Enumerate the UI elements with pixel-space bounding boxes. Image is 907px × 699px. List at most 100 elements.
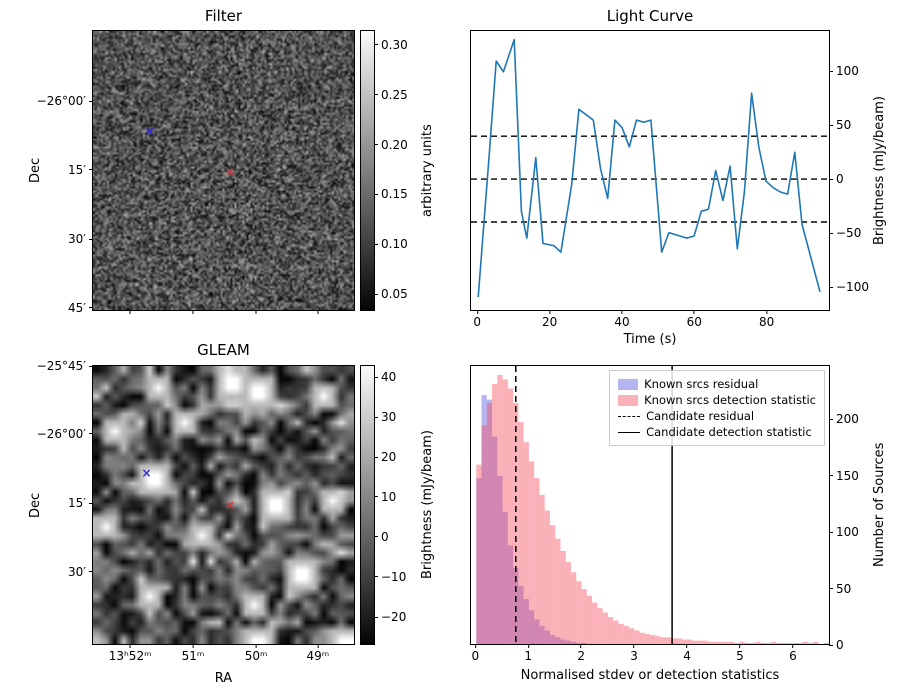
axis-tick: 0 xyxy=(374,530,389,544)
light-curve-y-axis-label: Brightness (mJy/beam) xyxy=(872,96,887,245)
filter-colorbar: 0.30 0.25 0.20 0.15 0.10 0.05 xyxy=(360,30,408,311)
filter-image-axes: −26°00′ 15′ 30′ 45′ × × xyxy=(37,30,355,315)
axis-tick: 0.05 xyxy=(374,287,408,301)
filter-dec-ticks: −26°00′ 15′ 30′ 45′ xyxy=(33,30,93,315)
axis-tick: 30′ xyxy=(68,565,93,579)
axis-tick: 15′ xyxy=(68,496,93,510)
light-curve-time-ticks: 0 20 40 60 80 xyxy=(470,310,830,330)
light-curve-x-axis-label: Time (s) xyxy=(623,332,677,347)
axis-tick: 30 xyxy=(374,410,396,424)
legend-label: Known srcs detection statistic xyxy=(644,393,816,407)
filter-colorbar-ticks: 0.30 0.25 0.20 0.15 0.10 0.05 xyxy=(374,30,422,311)
axis-tick: 80 xyxy=(759,310,774,329)
axis-tick: −25°45′ xyxy=(37,359,93,373)
axis-tick: 5 xyxy=(736,644,744,663)
filter-title: Filter xyxy=(204,7,243,25)
axis-tick: 6 xyxy=(789,644,797,663)
gleam-title: GLEAM xyxy=(197,341,250,359)
light-curve-title: Light Curve xyxy=(606,7,694,25)
gleam-colorbar-ticks: 40 30 20 10 0 −10 −20 xyxy=(374,365,422,645)
axis-tick: −50 xyxy=(829,226,861,240)
gleam-sky-image xyxy=(93,366,354,644)
axis-tick: 0.30 xyxy=(374,38,408,52)
axis-tick: 0.15 xyxy=(374,187,408,201)
axis-tick xyxy=(255,310,257,315)
axis-tick: −10 xyxy=(374,570,406,584)
axis-tick: 20 xyxy=(374,450,396,464)
axis-tick: 0 xyxy=(829,172,844,186)
axis-tick: 3 xyxy=(630,644,638,663)
legend-label: Known srcs residual xyxy=(644,377,759,391)
axis-tick: 30′ xyxy=(68,232,93,246)
histogram-x-axis-label: Normalised stdev or detection statistics xyxy=(520,668,780,683)
gleam-colorbar-gradient xyxy=(361,366,374,644)
axis-tick: 4 xyxy=(683,644,691,663)
axis-tick: 50ᵐ xyxy=(245,644,267,663)
known-source-marker: × xyxy=(141,466,152,481)
light-curve-plot xyxy=(471,38,829,298)
axis-tick: 100 xyxy=(829,525,859,539)
legend-row-candidate-detection: Candidate detection statistic xyxy=(618,425,816,439)
histogram-y-axis-label: Number of Sources xyxy=(872,442,887,568)
candidate-marker: × xyxy=(224,164,236,179)
axis-tick: −100 xyxy=(829,280,869,294)
axis-tick: 150 xyxy=(829,469,859,483)
axis-tick: 2 xyxy=(577,644,585,663)
legend-solid-line-sample xyxy=(618,431,641,433)
axis-tick: 100 xyxy=(829,64,859,78)
axis-tick xyxy=(192,310,194,315)
legend-dashed-line-sample xyxy=(618,415,641,417)
histogram-axes: 0 50 100 150 200 0 1 2 3 4 5 6 Known srcs residual… xyxy=(470,365,859,663)
axis-tick: 40 xyxy=(374,370,396,384)
axis-tick: 13ʰ52ᵐ xyxy=(109,644,152,663)
axis-tick: 0.10 xyxy=(374,237,408,251)
gleam-colorbar: 40 30 20 10 0 −10 −20 xyxy=(360,365,406,645)
axis-tick: 10 xyxy=(374,490,396,504)
gleam-ra-ticks: 13ʰ52ᵐ 51ᵐ 50ᵐ 49ᵐ xyxy=(92,644,355,664)
light-curve-axes: 100 50 0 −50 −100 0 20 40 60 80 xyxy=(470,30,869,329)
filter-noise-image xyxy=(93,31,354,310)
axis-tick: 0 xyxy=(829,638,844,652)
legend-row-known-detection: Known srcs detection statistic xyxy=(618,393,816,407)
legend: Known srcs residual Known srcs detection… xyxy=(609,370,825,446)
legend-label: Candidate residual xyxy=(646,409,755,423)
legend-label: Candidate detection statistic xyxy=(646,425,812,439)
light-curve-brightness-ticks: 100 50 0 −50 −100 xyxy=(829,30,877,311)
legend-blue-patch xyxy=(618,378,639,390)
axis-tick: −26°00′ xyxy=(37,94,93,108)
axis-tick: 0.25 xyxy=(374,88,408,102)
gleam-x-axis-label: RA xyxy=(214,671,233,686)
known-source-marker: × xyxy=(144,124,155,139)
axis-tick: 20 xyxy=(542,310,557,329)
filter-ra-ticks xyxy=(92,310,355,330)
histogram-stat-ticks: 0 1 2 3 4 5 6 xyxy=(470,644,830,664)
axis-tick: 0 xyxy=(473,310,481,329)
axis-tick: 49ᵐ xyxy=(307,644,329,663)
axis-tick: 200 xyxy=(829,412,859,426)
histogram-count-ticks: 0 50 100 150 200 xyxy=(829,365,877,652)
filter-colorbar-gradient xyxy=(361,31,374,310)
axis-tick: 15′ xyxy=(68,163,93,177)
legend-pink-patch xyxy=(618,394,639,406)
axis-tick: 0.20 xyxy=(374,138,408,152)
axis-tick: −26°00′ xyxy=(37,427,93,441)
histogram-plot xyxy=(476,366,829,644)
axis-tick xyxy=(129,310,131,315)
axis-tick: 45′ xyxy=(68,301,93,315)
axis-tick: 40 xyxy=(614,310,630,329)
axis-tick: 50 xyxy=(829,582,851,596)
axis-tick: 0 xyxy=(471,644,479,663)
axis-tick: 1 xyxy=(524,644,532,663)
axis-tick: 50 xyxy=(829,118,851,132)
axis-tick: 51ᵐ xyxy=(182,644,204,663)
legend-row-known-residual: Known srcs residual xyxy=(618,377,816,391)
gleam-dec-ticks: −25°45′ −26°00′ 15′ 30′ xyxy=(33,359,93,645)
candidate-marker: × xyxy=(224,498,236,512)
axis-tick: 60 xyxy=(687,310,702,329)
filter-colorbar-label: arbitrary units xyxy=(420,124,435,217)
gleam-colorbar-label: Brightness (mJy/beam) xyxy=(420,430,435,580)
legend-row-candidate-residual: Candidate residual xyxy=(618,409,816,423)
axis-tick xyxy=(317,310,319,315)
axis-tick: −20 xyxy=(374,610,406,624)
